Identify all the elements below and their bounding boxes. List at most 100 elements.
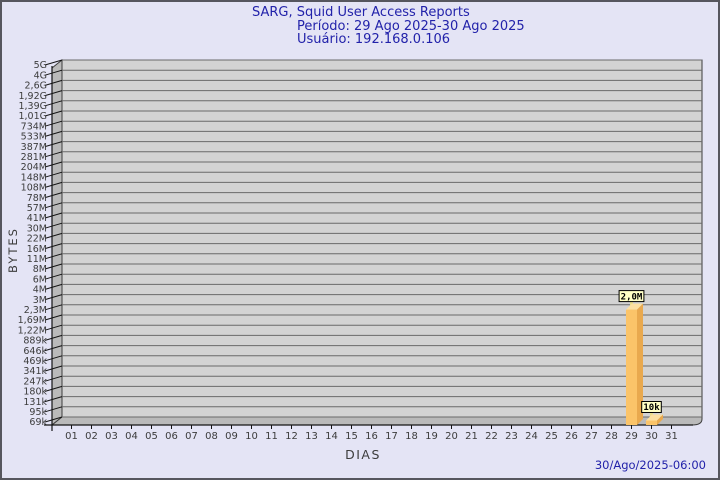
- x-tick-label: 24: [525, 431, 538, 442]
- gridlines: [62, 59, 702, 418]
- y-tick-label: 22M: [27, 234, 47, 245]
- y-tick-label: 4G: [34, 70, 47, 81]
- y-tick-label: 8M: [33, 264, 47, 275]
- y-tick-label: 281M: [21, 152, 47, 163]
- y-tick-label: 16M: [27, 244, 47, 255]
- y-tick-label: 1,01G: [18, 111, 47, 122]
- y-tick: [44, 314, 63, 321]
- report-user: Usuário: 192.168.0.106: [297, 32, 451, 47]
- y-tick: [44, 324, 63, 331]
- y-tick: [44, 416, 63, 423]
- y-tick-label: 69k: [29, 417, 47, 428]
- x-tick-label: 26: [565, 431, 578, 442]
- y-tick-label: 131k: [23, 397, 47, 408]
- y-tick: [44, 263, 63, 270]
- y-tick: [44, 202, 63, 209]
- y-tick: [44, 406, 63, 413]
- x-tick-label: 08: [205, 431, 218, 442]
- y-tick: [44, 396, 63, 403]
- y-axis-title: BYTES: [6, 227, 20, 273]
- y-tick: [44, 334, 63, 341]
- bar-day-30: 10k: [641, 401, 663, 425]
- y-tick-label: 95k: [29, 407, 47, 418]
- x-tick-label: 04: [125, 431, 138, 442]
- plot-back-wall: [61, 59, 703, 418]
- x-tick-label: 09: [225, 431, 238, 442]
- y-tick: [44, 161, 63, 168]
- y-axis-labels: 5G4G2,6G1,92G1,39G1,01G734M533M387M281M2…: [18, 60, 48, 428]
- y-tick: [44, 222, 63, 229]
- x-tick-label: 21: [465, 431, 478, 442]
- y-tick: [44, 100, 63, 107]
- bar-value-label: 10k: [643, 403, 660, 413]
- y-tick-label: 1,39G: [18, 101, 47, 112]
- x-tick-label: 31: [665, 431, 678, 442]
- y-tick: [44, 192, 63, 199]
- x-tick-label: 18: [405, 431, 418, 442]
- y-tick: [44, 232, 63, 239]
- y-tick: [44, 243, 63, 250]
- plot-left-wall: [51, 58, 63, 427]
- y-tick-label: 533M: [21, 132, 47, 143]
- y-tick: [44, 345, 63, 352]
- plot-floor: [50, 416, 703, 426]
- x-tick-label: 28: [605, 431, 618, 442]
- x-tick-label: 27: [585, 431, 598, 442]
- y-tick-label: 78M: [27, 193, 47, 204]
- y-tick-label: 469k: [23, 356, 47, 367]
- x-tick-label: 07: [185, 431, 198, 442]
- x-tick-label: 11: [265, 431, 278, 442]
- y-tick-label: 6M: [33, 274, 47, 285]
- x-tick-label: 03: [105, 431, 118, 442]
- x-tick-label: 23: [505, 431, 518, 442]
- report-period: Período: 29 Ago 2025-30 Ago 2025: [297, 18, 525, 34]
- x-tick-label: 14: [325, 431, 338, 442]
- y-tick: [44, 90, 63, 97]
- y-tick-label: 148M: [21, 172, 47, 183]
- y-tick-label: 734M: [21, 121, 47, 132]
- y-tick: [44, 171, 63, 178]
- y-tick: [44, 294, 63, 301]
- bar-day-29: 2,0M: [618, 290, 645, 425]
- y-tick: [44, 212, 63, 219]
- y-tick-label: 57M: [27, 203, 47, 214]
- y-tick: [44, 375, 63, 382]
- x-tick-label: 13: [305, 431, 318, 442]
- y-tick-label: 2,3M: [24, 305, 47, 316]
- bar-top-face: [626, 303, 643, 310]
- bar-top-face: [646, 414, 663, 421]
- x-tick-label: 22: [485, 431, 498, 442]
- y-tick-label: 889k: [23, 336, 47, 347]
- y-tick-label: 4M: [33, 285, 47, 296]
- x-axis-ticks: [71, 425, 672, 429]
- page-title: SARG, Squid User Access Reports: [252, 5, 470, 20]
- y-tick: [44, 110, 63, 117]
- y-tick-label: 204M: [21, 162, 47, 173]
- y-tick: [44, 130, 63, 137]
- y-tick: [44, 283, 63, 290]
- y-tick-label: 1,22M: [18, 325, 47, 336]
- y-tick-label: 180k: [23, 387, 47, 398]
- x-axis-title: DIAS: [345, 447, 381, 462]
- y-tick-label: 108M: [21, 183, 47, 194]
- bar-front-face: [646, 420, 657, 425]
- y-tick: [44, 120, 63, 127]
- y-tick: [44, 273, 63, 280]
- x-tick-label: 02: [85, 431, 98, 442]
- y-tick-label: 41M: [27, 213, 47, 224]
- y-tick-label: 5G: [34, 60, 47, 71]
- y-tick: [44, 385, 63, 392]
- y-tick-label: 1,92G: [18, 91, 47, 102]
- x-tick-label: 30: [645, 431, 658, 442]
- y-tick: [44, 59, 63, 66]
- y-tick-label: 646k: [23, 346, 47, 357]
- bar-side-face: [637, 303, 643, 425]
- bar-side-face: [657, 414, 663, 425]
- bar-value-box: [641, 401, 662, 413]
- x-tick-label: 06: [165, 431, 178, 442]
- x-tick-label: 10: [245, 431, 258, 442]
- y-tick-label: 3M: [33, 295, 47, 306]
- y-tick-label: 11M: [27, 254, 47, 265]
